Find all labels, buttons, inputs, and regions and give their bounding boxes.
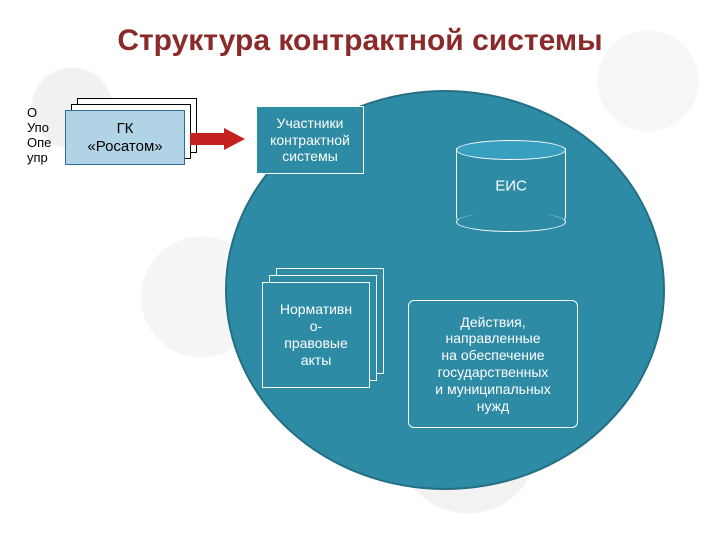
actions-line: государственных [438, 364, 549, 381]
actions-line: нужд [477, 398, 509, 415]
hidden-text: Опе [27, 136, 51, 151]
participants-box: Участники контрактной системы [256, 106, 364, 174]
actions-line: направленные [445, 330, 540, 347]
rosatom-line2: «Росатом» [87, 138, 162, 156]
actions-box: Действия, направленные на обеспечение го… [408, 300, 578, 428]
rosatom-line1: ГК [117, 120, 134, 138]
actions-line: на обеспечение [441, 347, 544, 364]
participants-line: контрактной [270, 132, 350, 149]
page-title: Структура контрактной системы [0, 24, 720, 58]
cylinder-top [456, 140, 566, 160]
hidden-text: О [27, 106, 51, 121]
norm-line: правовые [284, 335, 348, 352]
rosatom-box: ГК «Росатом» [65, 110, 185, 165]
normative-acts-box: Нормативн о- правовые акты [262, 282, 370, 388]
diagram-canvas: Структура контрактной системы О Упо Опе … [0, 0, 720, 540]
participants-line: Участники [277, 115, 344, 132]
cylinder-bottom [456, 212, 566, 232]
norm-line: Нормативн [280, 301, 352, 318]
participants-line: системы [282, 148, 338, 165]
left-stack-hidden-labels: О Упо Опе упр [27, 106, 51, 166]
arrow-icon [190, 128, 245, 150]
norm-line: о- [310, 318, 322, 335]
actions-line: и муниципальных [435, 381, 551, 398]
hidden-text: Упо [27, 121, 51, 136]
actions-line: Действия, [460, 314, 525, 331]
eis-label: ЕИС [456, 178, 566, 195]
eis-cylinder: ЕИС [456, 140, 566, 232]
hidden-text: упр [27, 151, 51, 166]
norm-line: акты [301, 352, 332, 369]
